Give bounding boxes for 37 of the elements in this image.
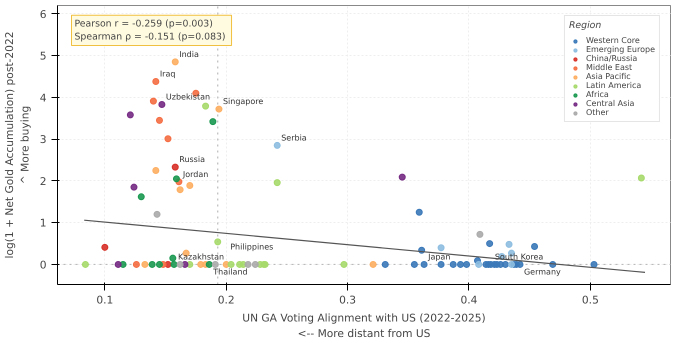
legend-label: China/Russia xyxy=(586,54,638,63)
annotation: India xyxy=(179,50,199,59)
annotation: Serbia xyxy=(281,133,307,142)
annotation: Uzbekistan xyxy=(166,92,210,102)
legend-title: Region xyxy=(568,20,602,31)
x-tick-label: 0.1 xyxy=(96,294,114,306)
annotation: Jordan xyxy=(182,170,208,179)
legend-label: Central Asia xyxy=(586,99,634,108)
x-tick-label: 0.5 xyxy=(582,294,599,306)
x-tick-label: 0.4 xyxy=(460,294,478,306)
annotation: Germany xyxy=(524,267,562,276)
annotation: Singapore xyxy=(222,97,264,106)
y-tick-label: 3 xyxy=(40,133,46,146)
y-tick-label: 0 xyxy=(40,258,47,272)
x-axis-title: UN GA Voting Alignment with US (2022-2025) <-- More distant from US xyxy=(242,312,486,340)
legend-label: Western Core xyxy=(586,36,640,45)
y-axis-title: log(1 + Net Gold Accumulation) post-2022 ^ More buying xyxy=(3,31,32,258)
annotation: Philippines xyxy=(230,242,274,252)
legend-label: Latin America xyxy=(586,81,642,90)
annotation: Kazakhstan xyxy=(178,252,224,262)
legend-label: Other xyxy=(586,108,609,117)
annotation: Pearson r = -0.259 (p=0.003) Spearman ρ = -0.151 (p=0.083) xyxy=(74,18,226,42)
y-tick-label: 6 xyxy=(40,8,47,21)
y-tick-label: 2 xyxy=(40,174,46,188)
annotation: Japan xyxy=(427,252,450,262)
annotation: Russia xyxy=(179,155,206,164)
annotation: Iraq xyxy=(160,70,176,79)
legend-label: Middle East xyxy=(586,63,632,72)
annotation: Thailand xyxy=(212,267,248,276)
y-tick-label: 1 xyxy=(40,216,46,230)
x-tick-label: 0.3 xyxy=(339,294,356,306)
legend-label: Emerging Europe xyxy=(586,45,655,54)
y-tick-label: 4 xyxy=(40,91,47,104)
x-tick-label: 0.2 xyxy=(218,294,235,306)
legend-label: Africa xyxy=(586,90,609,99)
legend-label: Asia Pacific xyxy=(586,72,631,81)
y-tick-label: 5 xyxy=(40,50,46,63)
